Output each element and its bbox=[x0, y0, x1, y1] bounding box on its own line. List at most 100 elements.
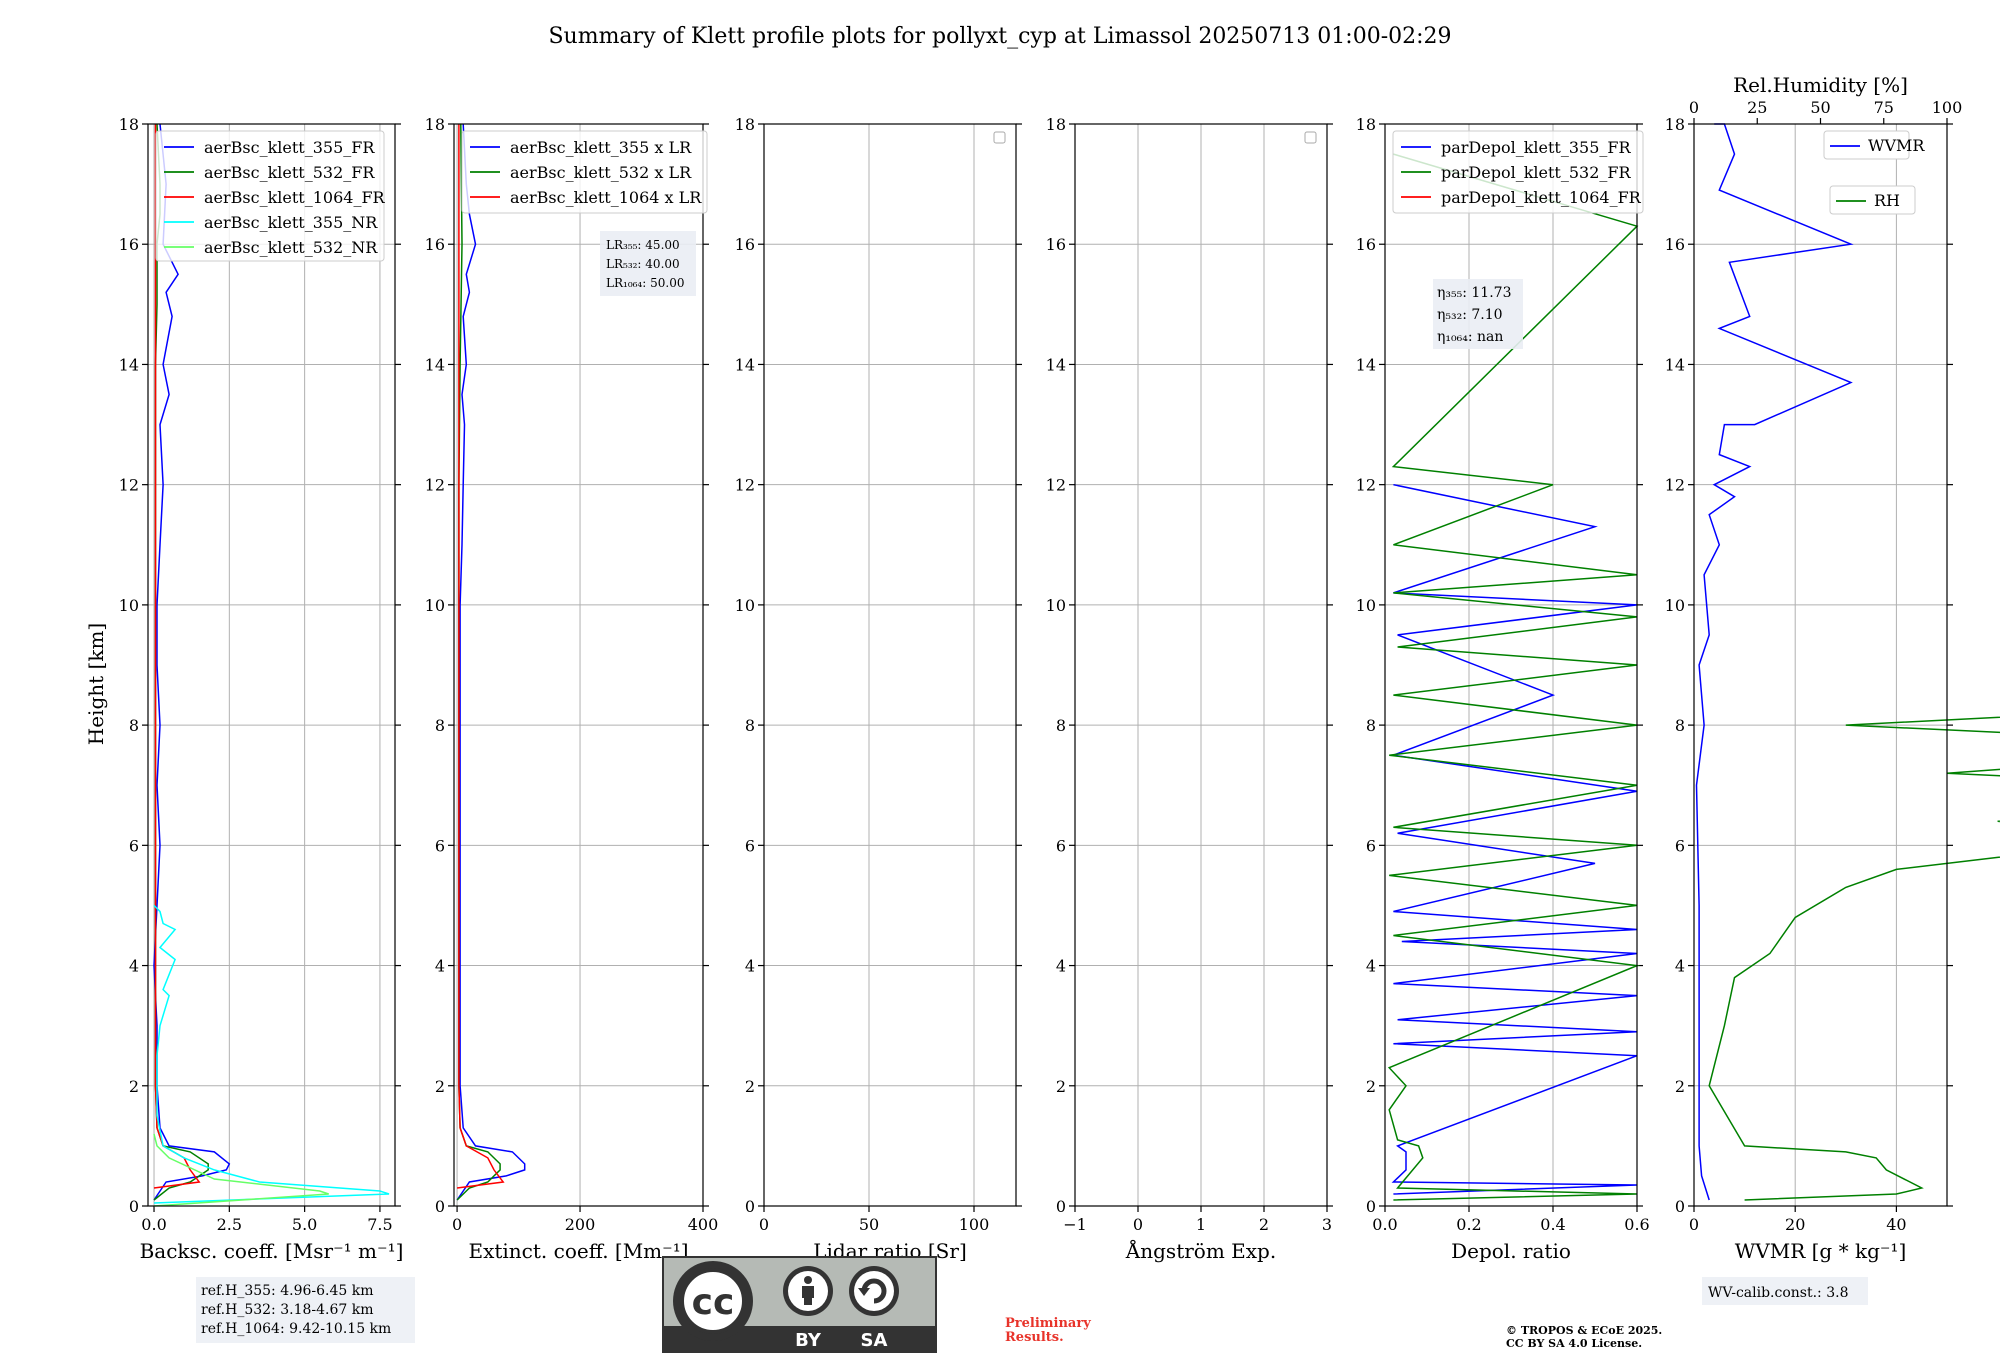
panel-frame bbox=[1384, 123, 1638, 1207]
sa-share-icon bbox=[858, 1278, 887, 1304]
cc-logo-text: cc bbox=[692, 1282, 735, 1323]
x-tick-label: 0 bbox=[452, 1215, 462, 1234]
y-tick-label: 18 bbox=[735, 115, 755, 134]
top-x-tick-label: 75 bbox=[1874, 98, 1894, 117]
panel-depol: 0.0 0.2 0.4 0.6 0 2 4 6 8 10 12 14 16 18 Depol. ratio p… bbox=[1356, 115, 1650, 1263]
x-tick-label: 100 bbox=[959, 1215, 990, 1234]
y-tick-label: 16 bbox=[735, 235, 755, 254]
y-tick-label: 4 bbox=[129, 957, 139, 976]
top-axis-label: Rel.Humidity [%] bbox=[1733, 73, 1908, 97]
series-line-aerBsc_klett_532 x LR bbox=[456, 123, 501, 1201]
legend-label: aerBsc_klett_355_NR bbox=[204, 213, 378, 232]
x-tick-label: 0.4 bbox=[1540, 1215, 1565, 1234]
top-x-tick-label: 50 bbox=[1810, 98, 1830, 117]
y-tick-label: 18 bbox=[425, 115, 445, 134]
lr-info-box bbox=[600, 231, 696, 296]
legend-label: parDepol_klett_1064_FR bbox=[1441, 188, 1642, 207]
y-tick-label: 16 bbox=[1356, 235, 1376, 254]
y-tick-label: 12 bbox=[425, 476, 445, 495]
panel-frame bbox=[1074, 123, 1328, 1207]
x-tick-label: 2.5 bbox=[217, 1215, 242, 1234]
y-tick-label: 0 bbox=[1675, 1197, 1685, 1216]
x-axis-label: Depol. ratio bbox=[1451, 1239, 1571, 1263]
top-x-tick-label: 100 bbox=[1932, 98, 1963, 117]
y-tick-label: 6 bbox=[1056, 836, 1066, 855]
y-tick-label: 14 bbox=[425, 355, 445, 374]
x-tick-label: 20 bbox=[1785, 1215, 1805, 1234]
y-tick-label: 10 bbox=[1356, 596, 1376, 615]
wv-calib-text: WV-calib.const.: 3.8 bbox=[1708, 1285, 1848, 1301]
y-tick-label: 4 bbox=[1675, 957, 1685, 976]
panel-wvmr: 0 20 40 0 2 4 6 8 10 12 14 16 18 WVMR [g * kg⁻¹] WVMR R… bbox=[1665, 73, 2000, 1263]
y-tick-label: 14 bbox=[1665, 355, 1685, 374]
y-tick-label: 18 bbox=[119, 115, 139, 134]
x-tick-label: 3 bbox=[1322, 1215, 1332, 1234]
panel-frame bbox=[763, 123, 1017, 1207]
empty-legend-box bbox=[993, 131, 1006, 144]
ref-height-1064: ref.H_1064: 9.42-10.15 km bbox=[201, 1321, 391, 1337]
legend-box bbox=[155, 130, 385, 262]
legend-label: aerBsc_klett_532_NR bbox=[204, 238, 378, 257]
lr-label: LR₅₃₂: 40.00 bbox=[606, 257, 680, 271]
copyright-note: © TROPOS & ECoE 2025. CC BY SA 4.0 Licen… bbox=[1506, 1324, 1662, 1350]
series-line-aerBsc_klett_355 x LR bbox=[456, 123, 526, 1201]
panel-frame bbox=[453, 123, 704, 1207]
legend-box bbox=[461, 130, 708, 214]
series-line-aerBsc_klett_355_FR bbox=[153, 123, 231, 1201]
y-tick-label: 12 bbox=[735, 476, 755, 495]
y-tick-label: 4 bbox=[435, 957, 445, 976]
y-tick-label: 4 bbox=[1366, 957, 1376, 976]
series-line-aerBsc_klett_355_NR bbox=[153, 904, 390, 1204]
wv-calib-box: WV-calib.const.: 3.8 bbox=[1702, 1277, 1868, 1305]
y-tick-label: 2 bbox=[435, 1077, 445, 1096]
eta-info-box bbox=[1433, 279, 1523, 349]
y-tick-label: 8 bbox=[129, 716, 139, 735]
x-axis-label: Ångström Exp. bbox=[1125, 1238, 1276, 1263]
figure-title: Summary of Klett profile plots for polly… bbox=[548, 24, 1451, 49]
y-tick-label: 4 bbox=[745, 957, 755, 976]
x-tick-label: 0 bbox=[1689, 1215, 1699, 1234]
series-line-aerBsc_klett_532_FR bbox=[153, 123, 209, 1201]
cc-sa-label: SA bbox=[861, 1330, 888, 1351]
y-tick-label: 12 bbox=[1046, 476, 1066, 495]
panel-extinction: 0 200 400 0 2 4 6 8 10 12 14 16 18 Extinct. coeff. [M… bbox=[425, 115, 719, 1263]
y-tick-label: 10 bbox=[425, 596, 445, 615]
x-tick-label: 7.5 bbox=[367, 1215, 392, 1234]
y-tick-label: 0 bbox=[435, 1197, 445, 1216]
x-tick-label: 0.6 bbox=[1624, 1215, 1649, 1234]
y-tick-label: 6 bbox=[1675, 836, 1685, 855]
y-tick-label: 8 bbox=[1675, 716, 1685, 735]
x-axis-label: Backsc. coeff. [Msr⁻¹ m⁻¹] bbox=[140, 1239, 404, 1263]
legend-label: aerBsc_klett_1064_FR bbox=[204, 188, 386, 207]
y-tick-label: 2 bbox=[129, 1077, 139, 1096]
x-tick-label: 0.2 bbox=[1456, 1215, 1481, 1234]
series-line-aerBsc_klett_532_NR bbox=[153, 1133, 329, 1207]
legend-box bbox=[1829, 185, 1916, 215]
empty-legend-box bbox=[1304, 131, 1317, 144]
eta-label: η₁₀₆₄: nan bbox=[1437, 329, 1503, 345]
y-tick-label: 14 bbox=[119, 355, 139, 374]
x-axis-label: WVMR [g * kg⁻¹] bbox=[1735, 1239, 1907, 1263]
panel-frame bbox=[1693, 123, 1948, 1207]
y-tick-label: 14 bbox=[735, 355, 755, 374]
y-tick-label: 10 bbox=[1046, 596, 1066, 615]
legend-box bbox=[1392, 130, 1644, 214]
y-tick-label: 6 bbox=[129, 836, 139, 855]
panel-frame bbox=[147, 123, 396, 1207]
legend-label: parDepol_klett_532_FR bbox=[1441, 163, 1632, 182]
x-tick-label: 200 bbox=[565, 1215, 596, 1234]
y-tick-label: 16 bbox=[1665, 235, 1685, 254]
legend-label: aerBsc_klett_355_FR bbox=[204, 138, 375, 157]
series-line-WVMR bbox=[1695, 123, 1854, 1201]
y-tick-label: 16 bbox=[1046, 235, 1066, 254]
legend-label: WVMR bbox=[1868, 136, 1925, 155]
y-tick-label: 8 bbox=[1056, 716, 1066, 735]
panel-backscatter: 0.0 2.5 5.0 7.5 0 2 4 6 8 10 12 14 16 18 Backsc. coeff… bbox=[119, 115, 404, 1263]
y-tick-label: 2 bbox=[1056, 1077, 1066, 1096]
y-tick-label: 0 bbox=[129, 1197, 139, 1216]
y-tick-label: 10 bbox=[1665, 596, 1685, 615]
y-axis-label: Height [km] bbox=[84, 623, 108, 745]
